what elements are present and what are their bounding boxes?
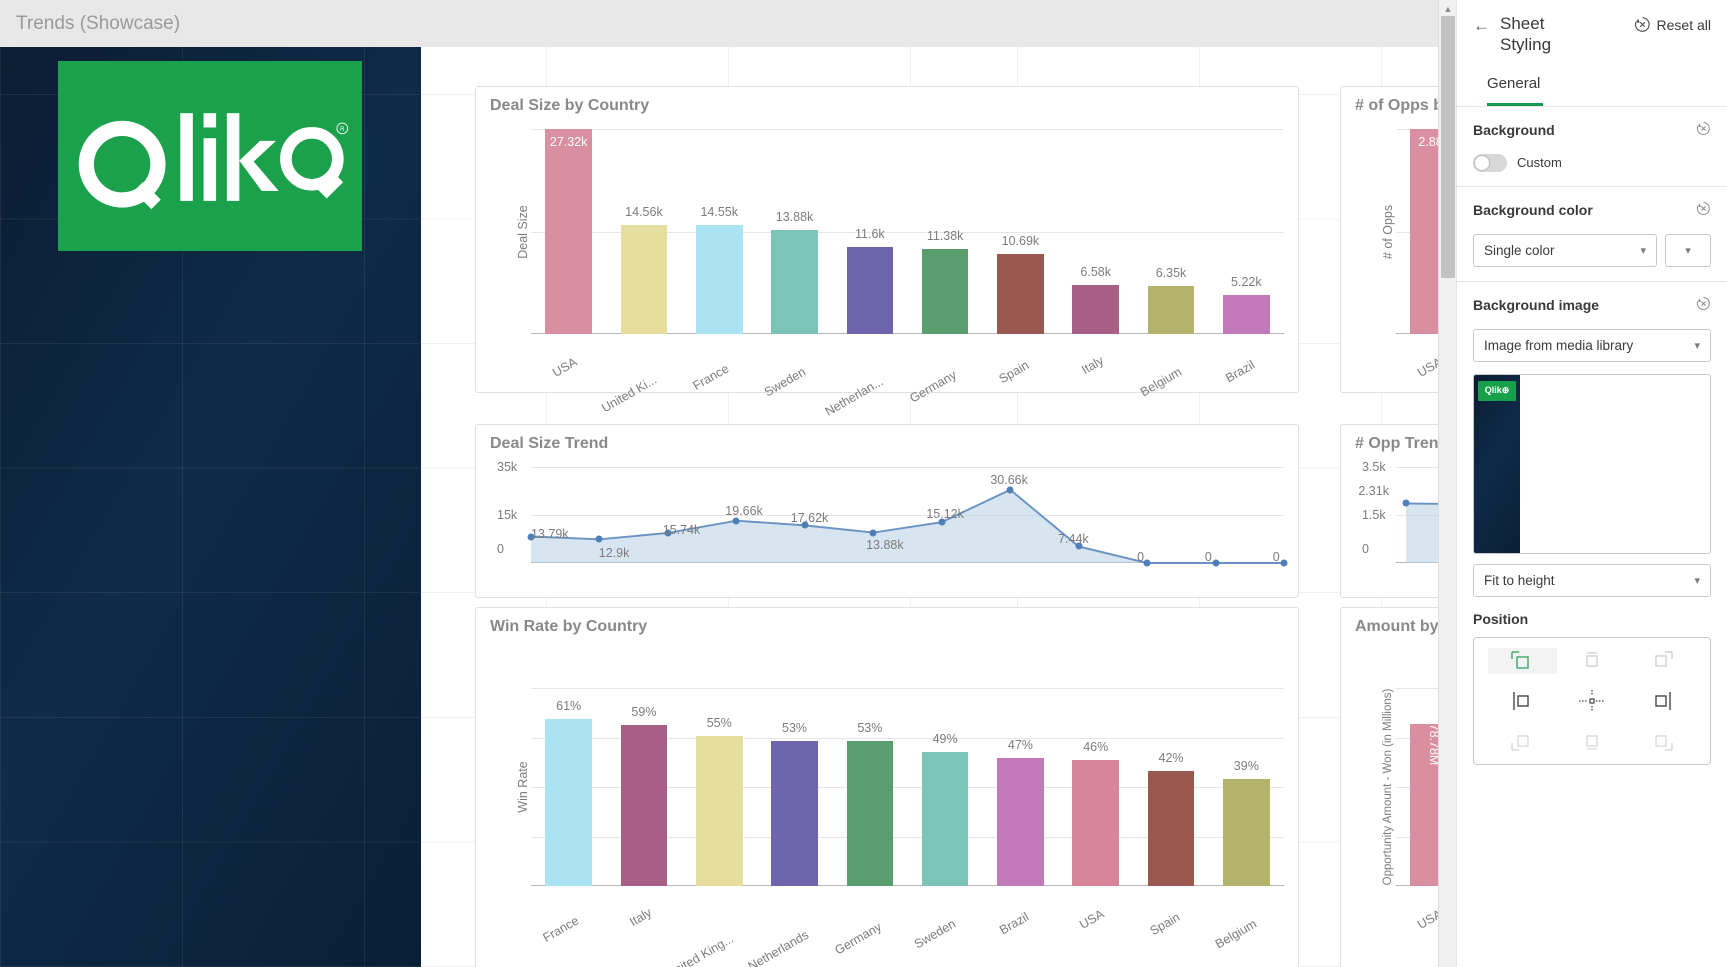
svg-text:R: R [340, 126, 345, 133]
